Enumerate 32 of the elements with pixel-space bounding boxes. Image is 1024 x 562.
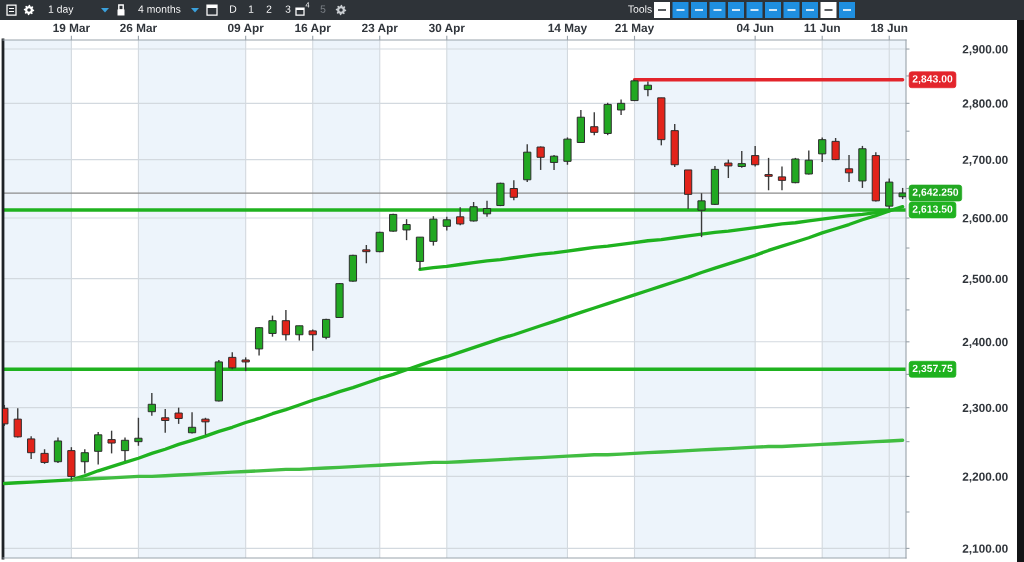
text: 3 [285,5,291,13]
x-tick-label: 16 Apr [295,23,331,35]
x-tick-label: 14 May [548,23,588,35]
y-tick-label: 2,900.00 [962,45,1008,56]
text: 1 day [48,5,74,15]
ref-line-label: 2,613.50 [912,205,953,215]
y-tick-label: 2,600.00 [962,214,1008,225]
text: Tools [628,5,652,13]
x-tick-label: 21 May [615,23,655,35]
y-tick-label: 2,200.00 [962,472,1008,483]
x-tick-label: 09 Apr [227,23,264,35]
text: 2 [266,5,272,13]
text: 1 [248,5,254,13]
x-tick-label: 19 Mar [53,23,90,33]
y-tick-label: 2,800.00 [962,99,1008,110]
text: 5 [320,5,326,13]
data-label: 2,843.00 [912,75,953,85]
x-tick-label: 18 Jun [871,23,908,33]
x-tick-label: 11 Jun [804,23,840,33]
x-tick-label: 23 Apr [362,23,398,35]
x-tick-label: 26 Mar [120,23,157,33]
y-tick-label: 2,700.00 [962,155,1008,166]
text: 2,642.250 [912,188,959,198]
x-tick-label: 30 Apr [428,23,465,35]
x-tick-label: 04 Jun [736,23,774,33]
ref-line-label: 2,357.75 [912,364,953,374]
text: D [230,5,237,13]
y-tick-label: 2,500.00 [962,274,1008,285]
y-tick-label: 2,300.00 [962,403,1008,414]
y-tick-label: 2,400.00 [962,337,1008,348]
text: 4 months [138,5,181,13]
y-tick-label: 2,100.00 [962,544,1008,555]
